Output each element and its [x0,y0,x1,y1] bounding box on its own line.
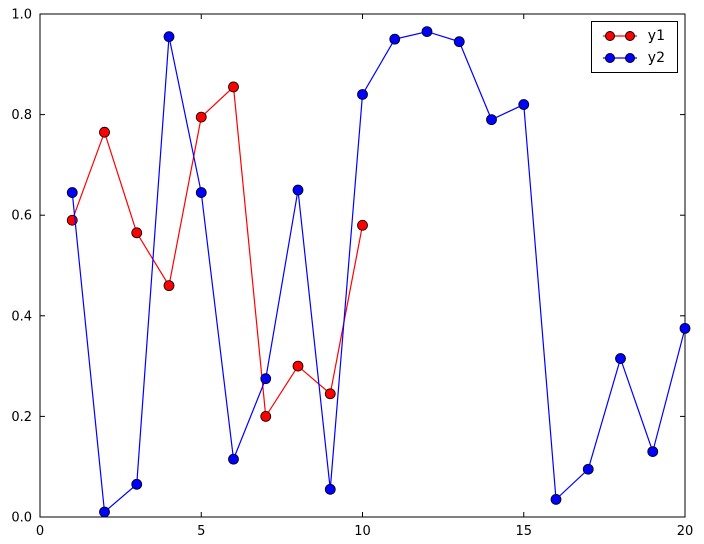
data-point-y1 [292,360,304,372]
x-tick-label: 15 [515,524,532,539]
x-tick-label: 0 [36,524,44,539]
data-point-y2 [582,463,594,475]
tick-labels: 0 5 10 15 20 0.0 0.2 0.4 0.6 0.8 1.0 [11,8,693,540]
legend-label-y2: y2 [647,50,665,66]
y-tick-label: 0.4 [11,309,32,324]
data-point-y2 [66,187,78,198]
legend-line-marker-y1 [602,31,637,41]
data-point-y1 [324,388,336,400]
data-point-y2 [486,114,497,126]
data-point-y1 [260,410,272,422]
data-point-y2 [99,506,110,518]
y-tick-label: 0.8 [11,108,32,123]
data-point-y2 [324,483,336,495]
y-tick-label: 0.0 [11,511,32,526]
data-point-y1 [131,227,143,239]
y-tick-label: 1.0 [11,8,32,23]
data-point-y2 [357,89,368,100]
data-point-y1 [195,111,207,123]
legend-item-y1: y1 [601,29,665,43]
data-point-y2 [550,493,562,505]
legend-line-marker-y2 [602,53,637,63]
data-point-y2 [389,33,401,45]
series-line-y1 [71,85,364,419]
x-tick-label: 5 [197,524,205,539]
y-tick-label: 0.2 [11,410,32,425]
data-point-y2 [679,322,691,334]
data-point-y2 [228,453,239,465]
legend: y1 y2 [590,21,678,73]
legend-label-y1: y1 [647,28,665,44]
data-point-y2 [195,187,207,198]
legend-item-y2: y2 [601,51,665,65]
data-point-y2 [131,478,143,490]
data-point-y2 [163,31,175,43]
data-point-y2 [518,99,530,110]
data-point-y1 [163,280,175,292]
y-tick-label: 0.6 [11,209,32,224]
x-tick-label: 10 [354,524,371,539]
x-tick-label: 20 [677,524,694,539]
data-point-y2 [260,373,272,385]
data-point-y2 [647,446,659,458]
data-point-y2 [292,184,304,196]
series-y1 [66,81,368,422]
data-point-y2 [453,36,465,48]
data-point-y2 [421,26,433,38]
data-point-y1 [99,126,110,138]
series-line-y2 [71,30,686,514]
axis-ticks [39,13,686,518]
data-point-y1 [357,219,368,231]
series-y2 [66,26,691,518]
data-point-y1 [228,81,239,93]
data-point-y2 [615,353,626,364]
